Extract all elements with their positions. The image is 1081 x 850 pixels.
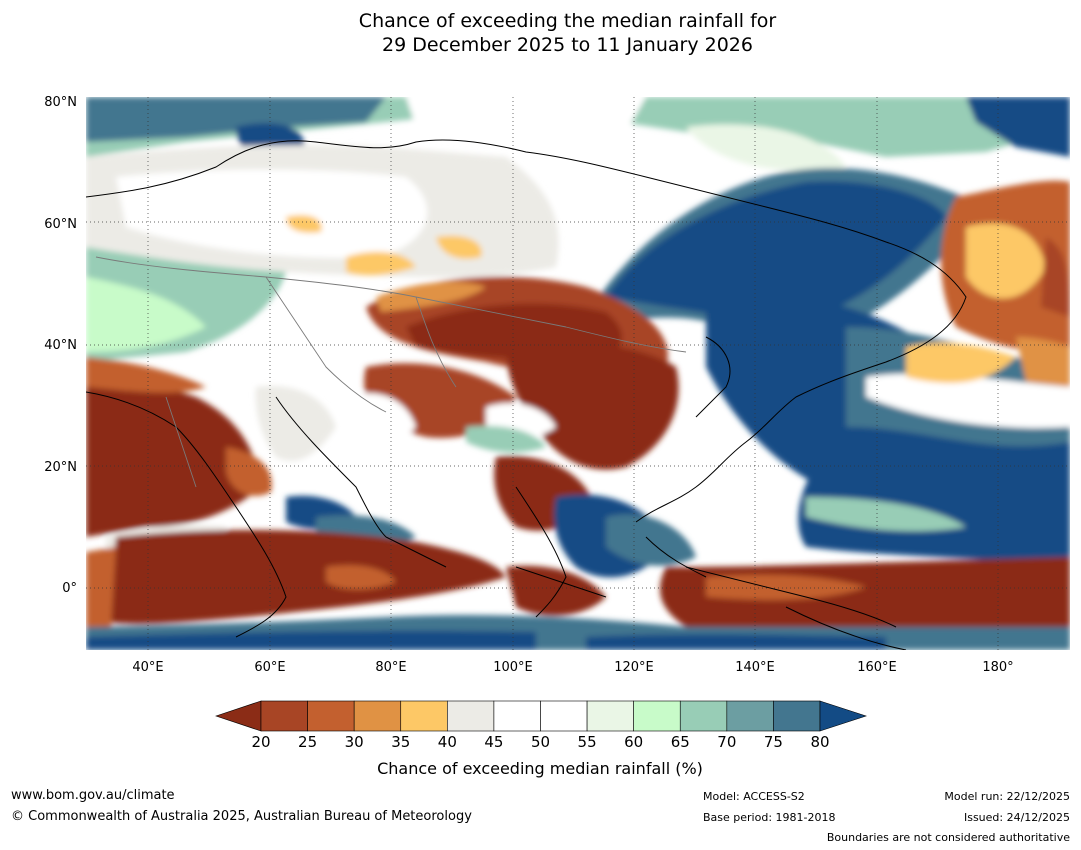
colorbar-cell <box>447 700 495 732</box>
footer-issued: Issued: 24/12/2025 <box>963 811 1070 824</box>
colorbar-cell <box>540 700 588 732</box>
colorbar <box>215 700 867 732</box>
lat-tick-40n: 40°N <box>44 338 77 353</box>
country-boundaries <box>95 256 687 488</box>
colorbar-tick: 35 <box>391 733 411 751</box>
colorbar-cell <box>307 700 355 732</box>
colorbar-tick: 45 <box>484 733 504 751</box>
footer-model: Model: ACCESS-S2 <box>703 790 805 803</box>
coastlines <box>86 139 967 650</box>
colorbar-tick: 20 <box>251 733 271 751</box>
map-title: Chance of exceeding the median rainfall … <box>0 9 1081 57</box>
map-canvas <box>86 97 1070 650</box>
colorbar-cell <box>726 700 774 732</box>
lon-tick-40e: 40°E <box>132 660 164 675</box>
colorbar-tick: 55 <box>577 733 597 751</box>
colorbar-tick: 70 <box>717 733 737 751</box>
lon-tick-100e: 100°E <box>493 660 533 675</box>
lat-tick-60n: 60°N <box>44 217 77 232</box>
colorbar-extend-low <box>215 700 262 732</box>
lat-tick-0: 0° <box>62 581 77 596</box>
map-title-line-2: 29 December 2025 to 11 January 2026 <box>382 34 753 56</box>
colorbar-cell <box>773 700 821 732</box>
colorbar-tick: 30 <box>344 733 364 751</box>
colorbar-cell <box>353 700 402 732</box>
colorbar-tick: 25 <box>298 733 318 751</box>
colorbar-tick: 75 <box>763 733 783 751</box>
footer-copyright: © Commonwealth of Australia 2025, Austra… <box>11 809 472 824</box>
probability-field <box>86 97 1070 650</box>
colorbar-tick: 40 <box>437 733 457 751</box>
colorbar-cell <box>400 700 448 732</box>
map-title-line-1: Chance of exceeding the median rainfall … <box>358 10 777 32</box>
lon-tick-120e: 120°E <box>614 660 654 675</box>
rainfall-probability-map <box>86 97 1070 650</box>
colorbar-cell <box>679 700 728 732</box>
footer-disclaimer: Boundaries are not considered authoritat… <box>826 831 1070 844</box>
colorbar-cell <box>493 700 541 732</box>
lon-tick-80e: 80°E <box>375 660 407 675</box>
colorbar-tick: 50 <box>530 733 551 751</box>
lon-tick-180: 180° <box>982 660 1014 675</box>
footer-model-run: Model run: 22/12/2025 <box>944 790 1070 803</box>
lon-tick-160e: 160°E <box>857 660 897 675</box>
colorbar-cell <box>633 700 681 732</box>
lon-tick-140e: 140°E <box>735 660 775 675</box>
footer-url: www.bom.gov.au/climate <box>11 788 175 803</box>
colorbar-cell <box>260 700 308 732</box>
lon-tick-60e: 60°E <box>254 660 286 675</box>
footer-base-period: Base period: 1981-2018 <box>703 811 836 824</box>
colorbar-tick: 80 <box>810 733 830 751</box>
colorbar-label: Chance of exceeding median rainfall (%) <box>377 759 703 778</box>
lat-tick-80n: 80°N <box>44 95 77 110</box>
colorbar-extend-high <box>819 700 867 732</box>
colorbar-tick: 65 <box>670 733 690 751</box>
colorbar-cell <box>586 700 634 732</box>
colorbar-tick: 60 <box>624 733 644 751</box>
lat-tick-20n: 20°N <box>44 460 77 475</box>
